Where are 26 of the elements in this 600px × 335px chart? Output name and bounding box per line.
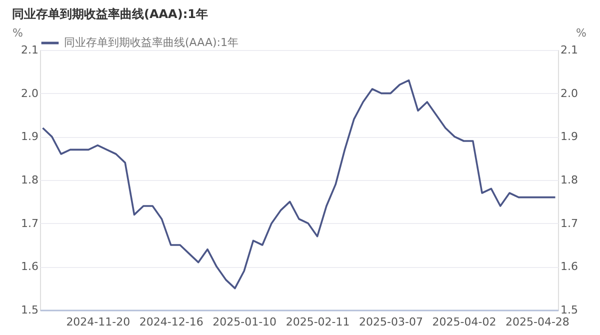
x-tick-label: 2025-04-28 — [505, 316, 570, 328]
y-tick-label: 1.8 — [21, 174, 38, 186]
y2-tick-label: 2.1 — [560, 44, 578, 56]
y-tick-label: 1.5 — [21, 304, 38, 316]
chart-title: 同业存单到期收益率曲线(AAA):1年 — [12, 7, 208, 21]
y2-tick-label: 1.7 — [560, 216, 578, 230]
y-tick-label: 2.1 — [21, 44, 38, 56]
y2-tick-label: 1.8 — [560, 174, 578, 186]
y-tick-label: 2.0 — [21, 86, 38, 100]
legend-label: 同业存单到期收益率曲线(AAA):1年 — [64, 36, 238, 49]
x-tick-label: 2025-03-07 — [359, 316, 423, 328]
y2-tick-label: 1.6 — [560, 260, 578, 274]
y2-axis-title: % — [576, 26, 586, 40]
line-series — [42, 79, 556, 290]
y-tick-label: 1.9 — [21, 130, 38, 144]
x-tick-label: 2025-02-11 — [286, 316, 350, 328]
x-tick-label: 2024-12-16 — [139, 316, 204, 328]
x-tick-label: 2024-11-20 — [66, 316, 130, 328]
y-tick-label: 1.7 — [21, 216, 38, 230]
y-tick-label: 1.6 — [21, 260, 38, 274]
y2-tick-label: 2.0 — [560, 86, 578, 100]
x-tick-label: 2025-04-02 — [432, 316, 496, 328]
y-axis-title: % — [12, 26, 23, 40]
y2-tick-label: 1.5 — [560, 304, 578, 316]
x-tick-label: 2025-01-10 — [212, 316, 277, 328]
y2-tick-label: 1.9 — [560, 130, 578, 144]
